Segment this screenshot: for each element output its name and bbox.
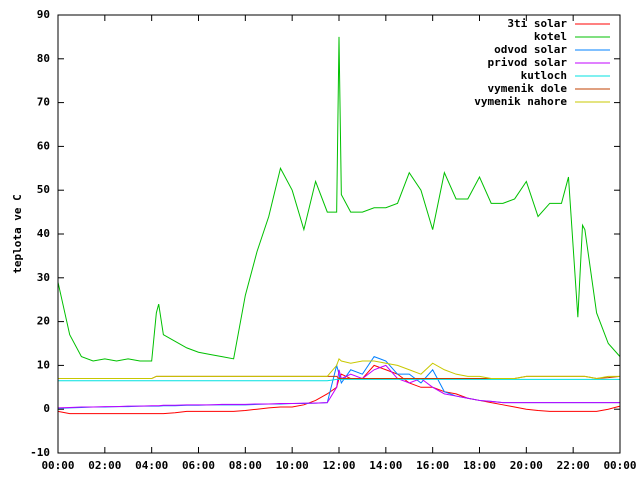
- series-line: [57, 36, 621, 362]
- legend-label: vymenik nahore: [474, 95, 567, 108]
- x-tick-label: 22:00: [557, 459, 590, 472]
- y-tick-label: 90: [37, 8, 50, 21]
- y-tick-label: 50: [37, 183, 50, 196]
- x-tick-label: 04:00: [135, 459, 168, 472]
- series-line: [57, 364, 621, 415]
- x-tick-label: 08:00: [229, 459, 262, 472]
- x-tick-label: 16:00: [416, 459, 449, 472]
- x-tick-label: 12:00: [322, 459, 355, 472]
- x-tick-label: 14:00: [369, 459, 402, 472]
- y-tick-label: 60: [37, 139, 50, 152]
- y-tick-label: 10: [37, 358, 50, 371]
- y-tick-label: 70: [37, 96, 50, 109]
- y-tick-label: 20: [37, 315, 50, 328]
- x-tick-label: 00:00: [41, 459, 74, 472]
- legend-label: odvod solar: [494, 43, 567, 56]
- legend-label: kotel: [534, 30, 567, 43]
- x-tick-label: 06:00: [182, 459, 215, 472]
- y-tick-label: 80: [37, 52, 50, 65]
- plot-border: [57, 14, 621, 454]
- y-tick-label: -10: [30, 446, 50, 459]
- x-tick-label: 20:00: [510, 459, 543, 472]
- x-tick-label: 18:00: [463, 459, 496, 472]
- legend-label: privod solar: [488, 56, 568, 69]
- x-tick-label: 10:00: [276, 459, 309, 472]
- y-tick-label: 40: [37, 227, 50, 240]
- y-axis-label: teplota ve C: [11, 194, 24, 273]
- legend-label: kutloch: [521, 69, 567, 82]
- legend-label: 3ti solar: [507, 17, 567, 30]
- x-tick-label: 00:00: [603, 459, 636, 472]
- series-line: [58, 357, 620, 380]
- series-line: [57, 364, 620, 409]
- legend-label: vymenik dole: [488, 82, 568, 95]
- y-tick-label: 30: [37, 271, 50, 284]
- x-tick-label: 02:00: [88, 459, 121, 472]
- y-tick-label: 0: [43, 402, 50, 415]
- series-line: [58, 378, 620, 382]
